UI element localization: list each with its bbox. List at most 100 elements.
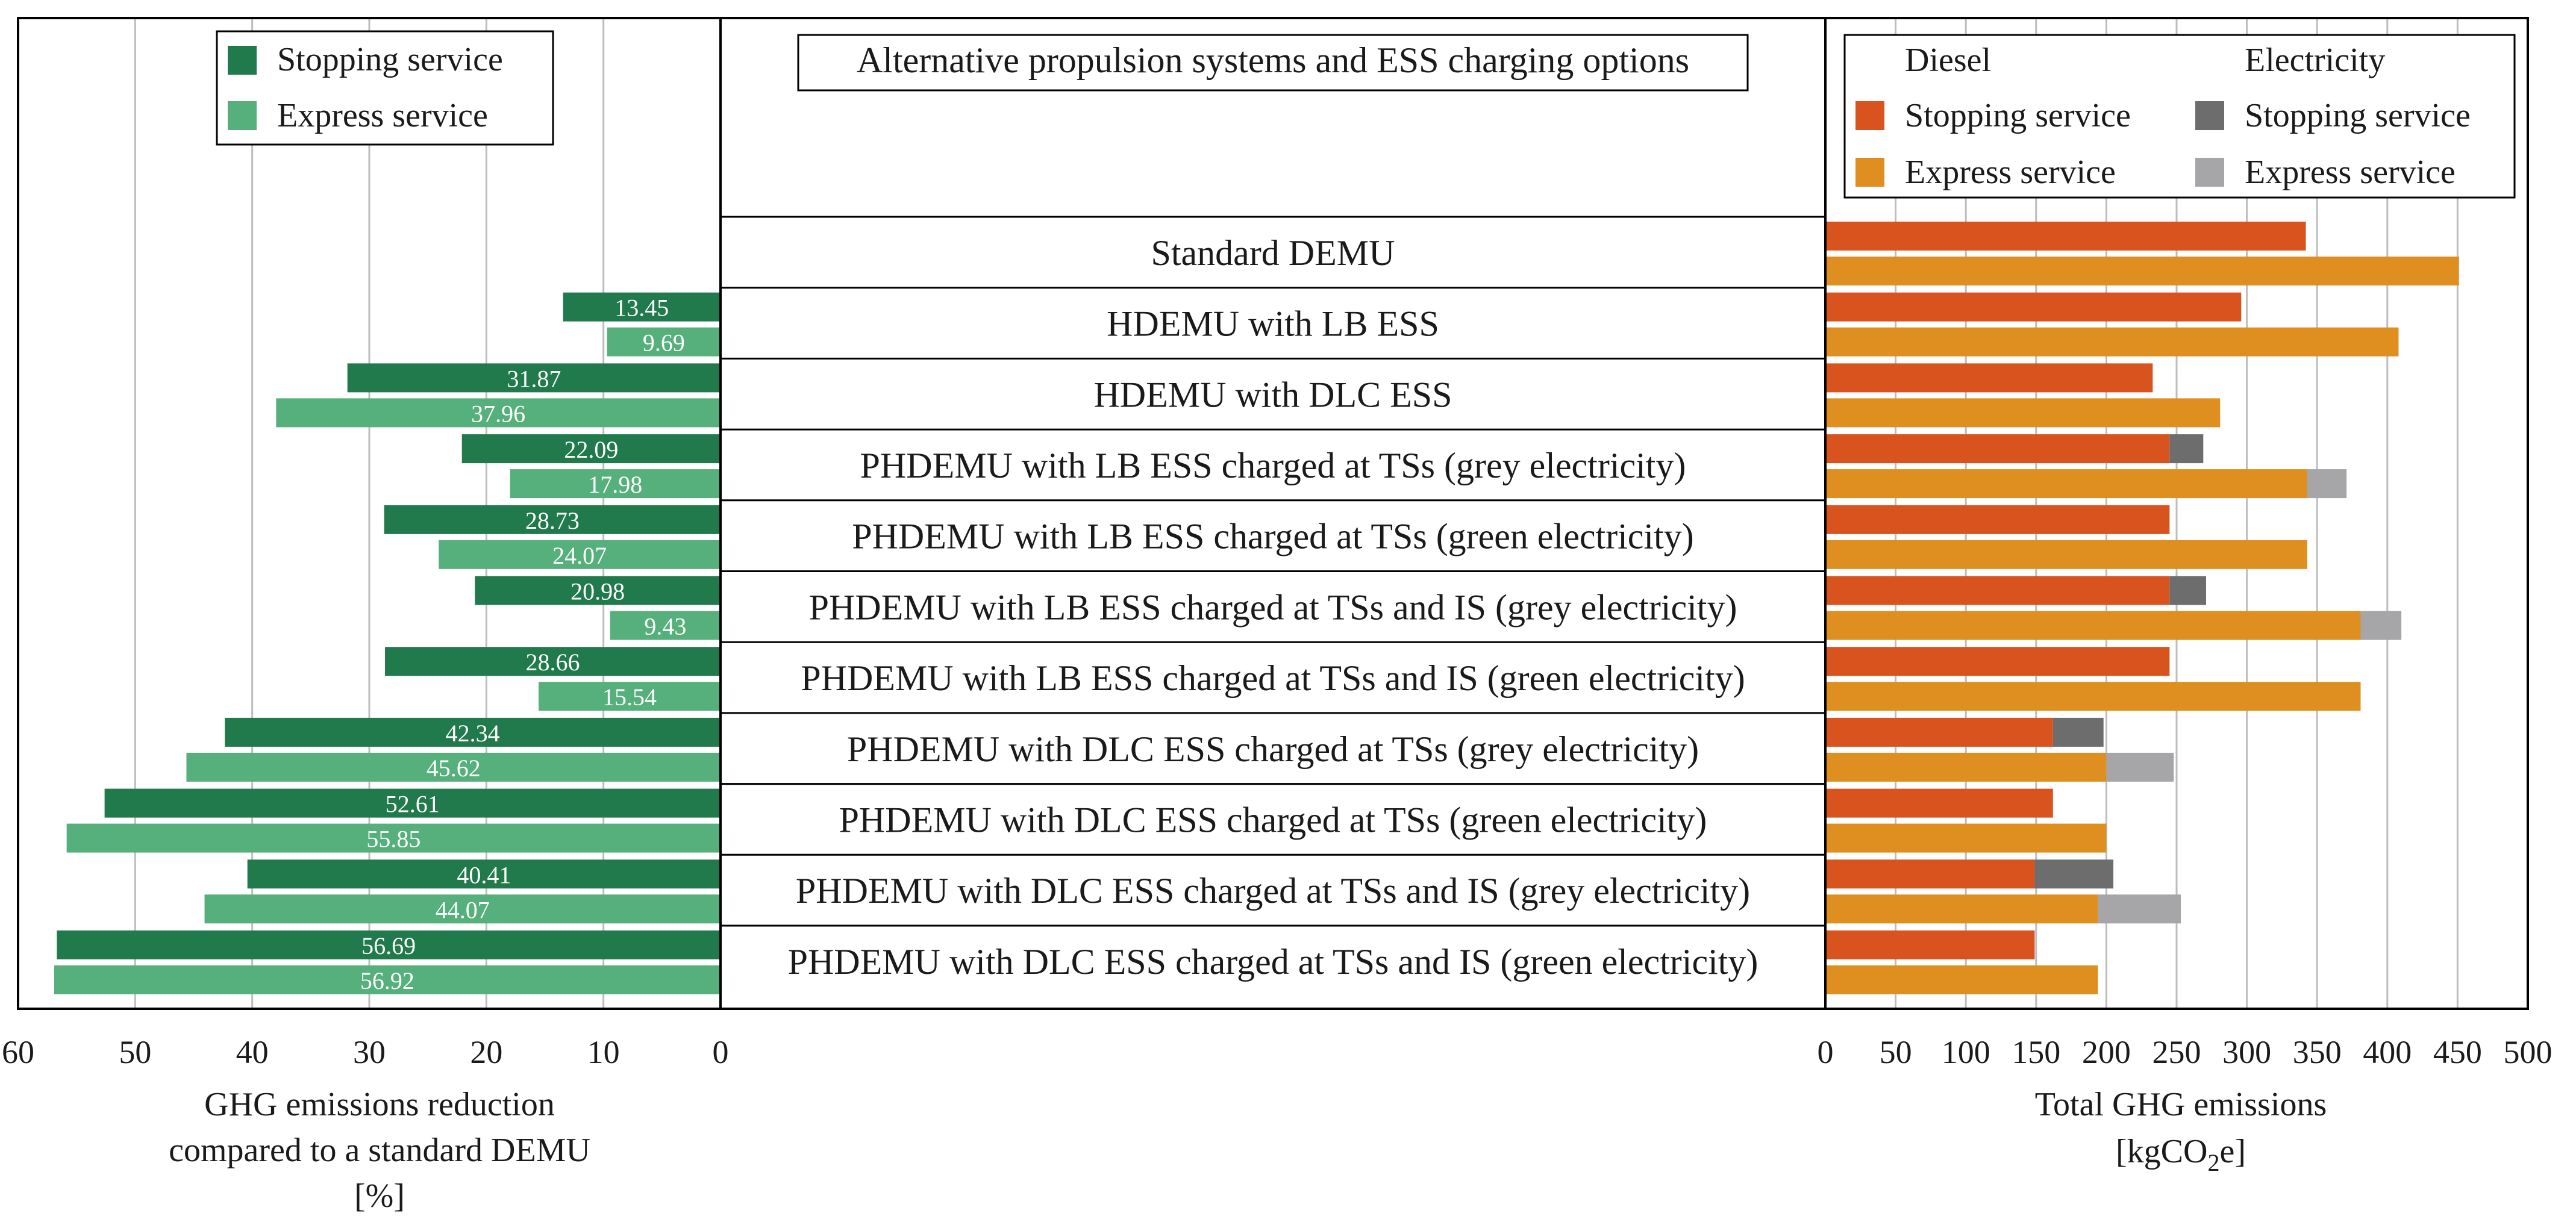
left-axis-title-line-3: [%] <box>354 1177 405 1215</box>
reduction-bar-express <box>54 965 721 994</box>
legend-label-express-reduction: Express service <box>277 97 488 134</box>
reduction-bar-express <box>276 398 721 428</box>
reduction-bar-stopping <box>384 505 721 534</box>
emission-bar-diesel-express <box>1825 752 2107 782</box>
reduction-value-label: 9.43 <box>644 613 686 640</box>
right-x-tick-label: 0 <box>1818 1034 1834 1070</box>
emission-bar-diesel-stopping <box>1825 292 2242 322</box>
emission-bar-diesel-stopping <box>1825 576 2170 605</box>
right-axis-title: Total GHG emissions [kgCO2e] <box>2035 1086 2327 1176</box>
emission-bar-diesel-express <box>1825 894 2098 924</box>
category-label: PHDEMU with LB ESS charged at TSs and IS… <box>801 658 1745 698</box>
emission-bar-electricity-stopping <box>2034 859 2114 889</box>
left-x-tick-label: 0 <box>713 1034 729 1070</box>
left-legend: Stopping service Express service <box>216 30 554 146</box>
legend-swatch-stopping-reduction <box>228 46 257 75</box>
category-label: PHDEMU with LB ESS charged at TSs (grey … <box>860 446 1686 485</box>
right-x-tick-label: 100 <box>1942 1034 1990 1070</box>
emission-bar-diesel-express <box>1825 540 2307 569</box>
reduction-bar-stopping <box>385 647 721 676</box>
reduction-bar-stopping <box>563 292 721 322</box>
category-label: PHDEMU with LB ESS charged at TSs (green… <box>852 517 1694 556</box>
right-axis-unit-post: e] <box>2219 1133 2246 1170</box>
legend-swatch-diesel-express <box>1855 158 1884 187</box>
reduction-value-label: 45.62 <box>427 755 481 782</box>
emission-bar-diesel-express <box>1825 965 2098 994</box>
emission-bars <box>1825 222 2459 994</box>
right-x-tick-label: 300 <box>2222 1034 2271 1070</box>
category-label: PHDEMU with LB ESS charged at TSs and IS… <box>809 587 1737 627</box>
legend-group-diesel: Diesel <box>1905 42 1991 79</box>
reduction-value-label: 56.69 <box>361 932 416 959</box>
emission-bar-electricity-express <box>2106 752 2174 782</box>
category-label: PHDEMU with DLC ESS charged at TSs and I… <box>788 942 1758 982</box>
emission-bar-diesel-express <box>1825 398 2221 428</box>
reduction-bar-stopping <box>104 788 721 818</box>
category-label: PHDEMU with DLC ESS charged at TSs (gree… <box>839 800 1707 840</box>
right-axis-unit-pre: [kgCO <box>2116 1133 2207 1170</box>
reduction-bar-express <box>204 894 721 924</box>
emission-bar-electricity-stopping <box>2169 434 2204 464</box>
reduction-bar-express <box>607 327 721 357</box>
legend-label-stopping-reduction: Stopping service <box>277 41 503 78</box>
emission-bar-diesel-stopping <box>1825 222 2306 251</box>
left-x-tick-label: 60 <box>2 1034 34 1070</box>
emission-bar-electricity-express <box>2098 894 2181 924</box>
left-axis-title: GHG emissions reduction compared to a st… <box>169 1086 590 1215</box>
left-axis-title-line-2: compared to a standard DEMU <box>169 1132 590 1169</box>
right-x-tick-labels: 0 50 100 150 200 250 300 350 400 450 500 <box>1818 1034 2553 1070</box>
left-axis-title-line-1: GHG emissions reduction <box>204 1086 555 1123</box>
emission-bar-diesel-stopping <box>1825 788 2053 818</box>
legend-label-diesel-express: Express service <box>1905 154 2116 191</box>
right-x-tick-label: 200 <box>2082 1034 2131 1070</box>
category-label: PHDEMU with DLC ESS charged at TSs and I… <box>796 871 1750 911</box>
category-label: HDEMU with LB ESS <box>1107 304 1439 344</box>
category-label: Standard DEMU <box>1151 233 1395 273</box>
reduction-value-label: 52.61 <box>386 791 440 818</box>
center-title-box: Alternative propulsion systems and ESS c… <box>797 34 1749 92</box>
reduction-value-label: 28.73 <box>525 507 580 534</box>
right-x-tick-label: 450 <box>2433 1034 2482 1070</box>
reduction-value-label: 56.92 <box>360 967 414 994</box>
reduction-bar-express <box>66 823 721 853</box>
emission-bar-diesel-express <box>1825 611 2361 640</box>
reduction-value-label: 37.96 <box>471 400 525 427</box>
emission-bar-diesel-express <box>1825 823 2107 853</box>
reduction-bar-stopping <box>347 363 721 393</box>
emission-bar-diesel-stopping <box>1825 717 2053 747</box>
center-title: Alternative propulsion systems and ESS c… <box>857 40 1689 80</box>
right-x-tick-label: 50 <box>1880 1034 1912 1070</box>
right-x-tick-label: 350 <box>2293 1034 2342 1070</box>
reduction-value-label: 55.85 <box>366 826 420 853</box>
left-x-tick-label: 40 <box>236 1034 269 1070</box>
emission-bar-electricity-stopping <box>2052 717 2104 747</box>
reduction-value-label: 40.41 <box>457 861 511 888</box>
emission-bar-electricity-stopping <box>2169 576 2206 605</box>
emission-bar-diesel-express <box>1825 682 2361 711</box>
reduction-value-label: 44.07 <box>436 896 490 923</box>
reduction-bar-express <box>610 611 721 640</box>
right-axis-title-line-1: Total GHG emissions <box>2035 1086 2327 1123</box>
reduction-bar-express <box>510 469 721 499</box>
emission-bar-diesel-stopping <box>1825 859 2035 889</box>
right-legend: Diesel Electricity Stopping service Stop… <box>1843 34 2516 199</box>
reduction-value-label: 13.45 <box>614 295 669 322</box>
emission-bar-diesel-express <box>1825 469 2307 499</box>
reduction-bar-express <box>186 752 721 782</box>
right-x-tick-label: 150 <box>2012 1034 2060 1070</box>
right-x-tick-label: 400 <box>2363 1034 2412 1070</box>
legend-swatch-electricity-express <box>2195 158 2224 187</box>
reduction-bar-express <box>539 682 721 711</box>
reduction-bar-stopping <box>247 859 721 889</box>
category-rows: Standard DEMU HDEMU with LB ESS HDEMU with… <box>721 216 1825 982</box>
reduction-value-label: 17.98 <box>588 471 642 498</box>
reduction-value-label: 20.98 <box>571 578 625 605</box>
right-axis-title-unit: [kgCO2e] <box>2116 1133 2246 1176</box>
left-x-tick-label: 30 <box>353 1034 386 1070</box>
emission-bar-diesel-stopping <box>1825 363 2153 393</box>
left-x-tick-label: 20 <box>470 1034 502 1070</box>
reduction-value-label: 24.07 <box>552 542 607 569</box>
legend-label-electricity-stopping: Stopping service <box>2245 97 2471 134</box>
right-x-tick-label: 250 <box>2152 1034 2201 1070</box>
